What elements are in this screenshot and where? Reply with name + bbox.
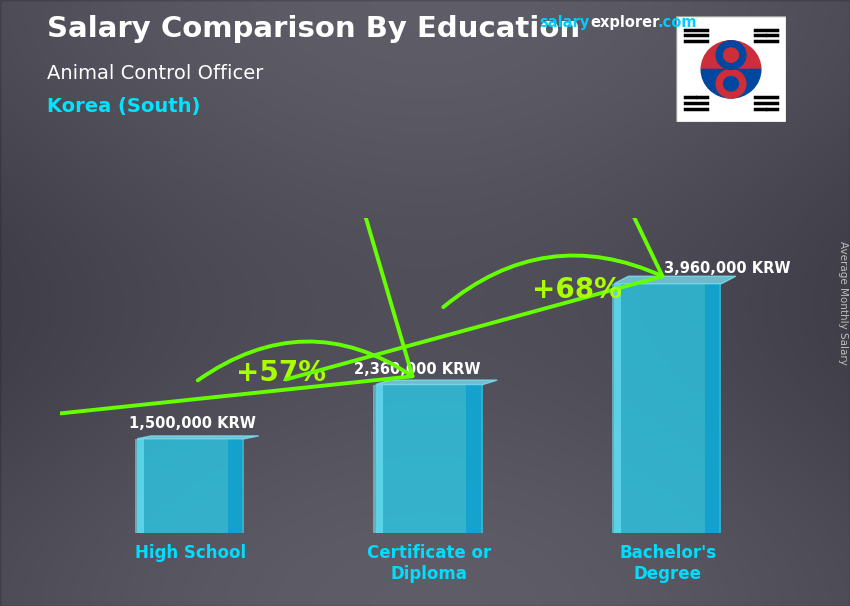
Wedge shape [701, 69, 761, 98]
Bar [705, 284, 719, 533]
Text: Korea (South): Korea (South) [47, 97, 200, 116]
Circle shape [716, 41, 746, 69]
Wedge shape [701, 41, 761, 69]
Text: Animal Control Officer: Animal Control Officer [47, 64, 264, 82]
FancyArrowPatch shape [24, 2, 412, 417]
Bar [466, 385, 480, 533]
Bar [134, 439, 145, 533]
Text: Average Monthly Salary: Average Monthly Salary [838, 241, 848, 365]
Text: .com: .com [657, 15, 696, 30]
Bar [614, 284, 722, 533]
Text: explorer: explorer [591, 15, 660, 30]
Text: salary: salary [540, 15, 590, 30]
Text: 3,960,000 KRW: 3,960,000 KRW [664, 261, 790, 276]
Bar [376, 385, 483, 533]
Polygon shape [376, 380, 497, 385]
Circle shape [723, 48, 739, 62]
Polygon shape [137, 436, 258, 439]
FancyArrowPatch shape [286, 0, 662, 379]
Text: +68%: +68% [532, 276, 622, 304]
Circle shape [723, 76, 739, 91]
Polygon shape [614, 276, 736, 284]
Text: +57%: +57% [236, 359, 326, 387]
Bar [228, 439, 242, 533]
Bar [137, 439, 245, 533]
FancyBboxPatch shape [676, 16, 786, 122]
Text: 1,500,000 KRW: 1,500,000 KRW [128, 416, 256, 431]
Text: 2,360,000 KRW: 2,360,000 KRW [354, 362, 480, 377]
Text: Salary Comparison By Education: Salary Comparison By Education [47, 15, 580, 43]
Bar [612, 284, 621, 533]
Bar [373, 385, 382, 533]
Circle shape [716, 70, 746, 98]
